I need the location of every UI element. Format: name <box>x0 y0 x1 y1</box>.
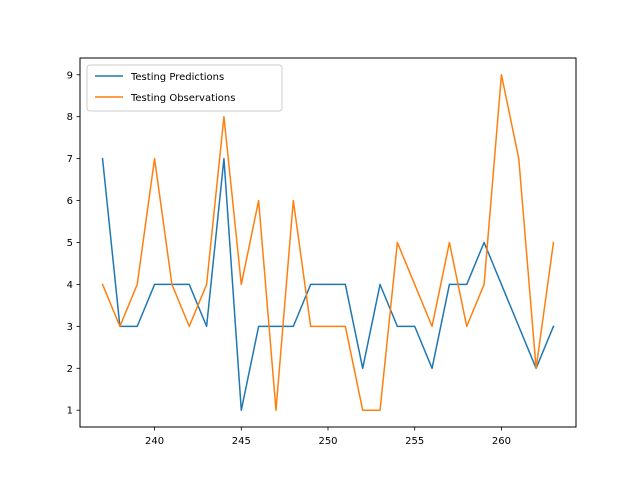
y-tick-label: 8 <box>67 112 73 123</box>
x-tick-label: 240 <box>145 436 164 447</box>
y-tick-label: 3 <box>67 322 73 333</box>
y-axis-ticks: 1 2 3 4 5 6 7 8 9 <box>67 70 80 417</box>
y-tick-label: 7 <box>67 154 73 165</box>
x-tick-label: 245 <box>232 436 251 447</box>
legend-label-observations: Testing Observations <box>130 93 235 104</box>
y-tick-label: 2 <box>67 364 73 375</box>
series-layer <box>101 74 555 411</box>
series-line-0 <box>101 157 555 411</box>
x-axis-ticks: 240 245 250 255 260 <box>145 427 511 447</box>
y-tick-label: 4 <box>67 280 73 291</box>
series-line-1 <box>101 74 555 411</box>
legend-frame <box>86 64 283 112</box>
y-tick-label: 9 <box>67 70 73 81</box>
y-tick-label: 5 <box>67 238 73 249</box>
x-tick-label: 255 <box>405 436 424 447</box>
x-tick-label: 250 <box>318 436 337 447</box>
x-tick-label: 260 <box>492 436 511 447</box>
plot-area <box>80 58 576 427</box>
legend-label-predictions: Testing Predictions <box>130 72 224 83</box>
y-tick-label: 1 <box>67 406 73 417</box>
y-tick-label: 6 <box>67 196 73 207</box>
legend: Testing Predictions Testing Observations <box>86 64 283 112</box>
